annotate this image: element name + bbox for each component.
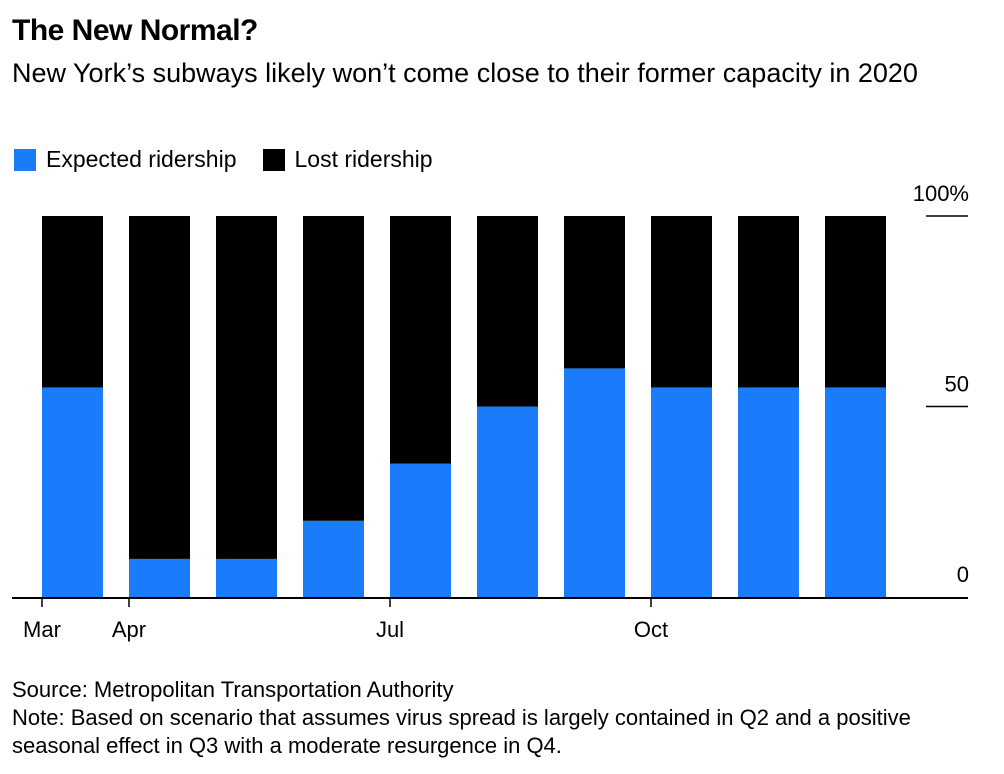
bar-expected-oct: [651, 387, 712, 597]
bar-expected-apr: [129, 558, 190, 597]
bar-lost-sep: [564, 216, 625, 369]
y-tick-label-50: 50: [945, 372, 969, 397]
ridership-bar-chart: 100% 50 0 Mar Apr Jul Oct: [12, 181, 969, 642]
legend-swatch-lost: [262, 148, 285, 171]
bar-lost-aug: [477, 216, 538, 407]
footer: Source: Metropolitan Transportation Auth…: [12, 676, 992, 760]
bar-lost-apr: [129, 216, 190, 559]
bar-lost-mar: [42, 216, 103, 388]
bar-expected-sep: [564, 368, 625, 597]
bar-expected-aug: [477, 406, 538, 597]
y-tick-label-0: 0: [957, 562, 969, 587]
bar-expected-jul: [390, 463, 451, 597]
note-text: Note: Based on scenario that assumes vir…: [12, 705, 911, 758]
x-tick-label-apr: Apr: [112, 617, 146, 642]
bar-expected-nov: [738, 387, 799, 597]
bar-lost-nov: [738, 216, 799, 388]
legend-label-lost: Lost ridership: [294, 146, 433, 172]
chart-subtitle: New York’s subways likely won’t come clo…: [12, 58, 918, 88]
bar-lost-jul: [390, 216, 451, 464]
bar-lost-dec: [825, 216, 886, 388]
bar-lost-jun: [303, 216, 364, 521]
y-tick-label-100: 100%: [913, 181, 969, 206]
bar-expected-dec: [825, 387, 886, 597]
legend-swatch-expected: [14, 148, 36, 171]
bar-lost-may: [216, 216, 277, 559]
bar-expected-mar: [42, 387, 103, 597]
legend: Expected ridership Lost ridership: [14, 146, 459, 173]
x-tick-label-jul: Jul: [376, 617, 404, 642]
x-tick-label-mar: Mar: [23, 617, 61, 642]
bar-lost-oct: [651, 216, 712, 388]
legend-item-expected: Expected ridership: [14, 146, 237, 173]
legend-item-lost: Lost ridership: [262, 146, 433, 173]
bar-expected-jun: [303, 520, 364, 597]
chart-title: The New Normal?: [12, 14, 258, 47]
bar-expected-may: [216, 558, 277, 597]
legend-label-expected: Expected ridership: [46, 146, 237, 172]
source-text: Source: Metropolitan Transportation Auth…: [12, 677, 454, 702]
x-tick-label-oct: Oct: [634, 617, 668, 642]
